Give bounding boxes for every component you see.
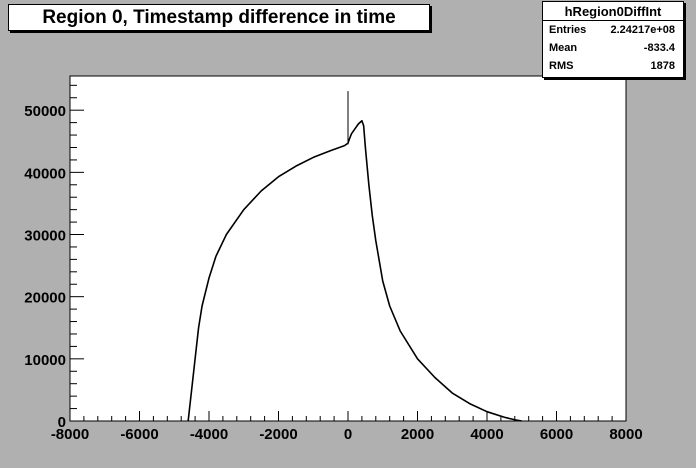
- stats-label: Entries: [549, 24, 587, 36]
- x-tick-label: -6000: [120, 426, 158, 443]
- y-tick-label: 10000: [24, 352, 66, 369]
- stats-label: Mean: [549, 42, 578, 54]
- histogram-curve: [187, 119, 522, 422]
- stats-row-entries: Entries 2.24217e+08: [543, 21, 683, 39]
- series-group: [187, 91, 522, 422]
- y-tick-label: 50000: [24, 103, 66, 120]
- y-tick-label: 40000: [24, 165, 66, 182]
- stats-row-mean: Mean -833.4: [543, 39, 683, 57]
- stats-row-rms: RMS 1878: [543, 57, 683, 75]
- x-tick-label: -8000: [51, 426, 89, 443]
- chart-title: Region 0, Timestamp difference in time: [8, 4, 430, 31]
- x-tick-label: 8000: [609, 426, 642, 443]
- stats-value: -833.4: [643, 42, 675, 54]
- x-tick-label: -4000: [190, 426, 228, 443]
- y-tick-label: 30000: [24, 228, 66, 245]
- x-tick-label: 4000: [470, 426, 503, 443]
- y-tick-label: 20000: [24, 290, 66, 307]
- x-tick-label: -2000: [259, 426, 297, 443]
- stats-value: 2.24217e+08: [610, 24, 675, 36]
- x-axis: -8000 -6000 -4000 -2000 0 2000 4000 6000 8000: [51, 411, 643, 443]
- y-tick-label: 0: [58, 414, 66, 431]
- stats-histogram-name: hRegion0DiffInt: [543, 2, 683, 21]
- stats-label: RMS: [549, 60, 574, 72]
- x-tick-label: 0: [344, 426, 352, 443]
- stats-value: 1878: [650, 60, 675, 72]
- x-tick-label: 6000: [540, 426, 573, 443]
- stats-box: hRegion0DiffInt Entries 2.24217e+08 Mean…: [542, 1, 684, 78]
- x-tick-label: 2000: [401, 426, 434, 443]
- y-axis: 0 10000 20000 30000 40000 50000: [24, 84, 84, 431]
